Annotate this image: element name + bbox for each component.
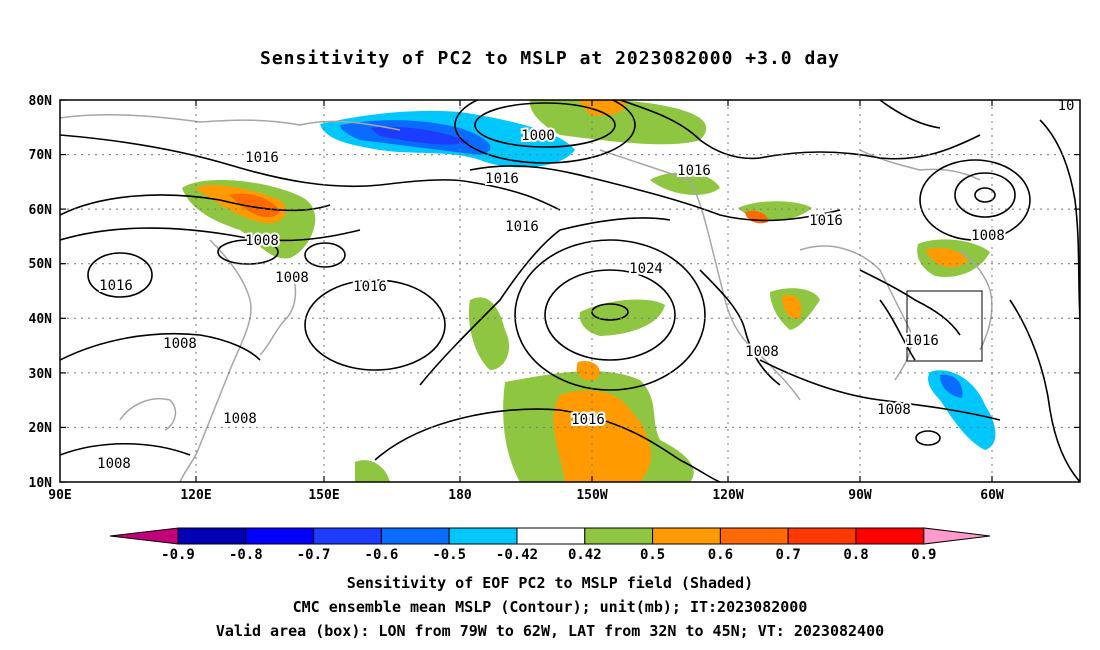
axis-ticks [60,99,1080,483]
contour-label: 1008 [275,270,309,286]
contour-label: 1008 [163,336,197,352]
lon-label: 120E [180,488,211,503]
colorbar-labels: -0.9 -0.8 -0.7 -0.6 -0.5 -0.42 0.42 0.5 … [161,547,936,563]
contour-label: 1008 [971,228,1005,244]
contour-label: 1016 [245,150,279,166]
contour-label: 1008 [97,456,131,472]
longitude-labels: 90E 120E 150E 180 150W 120W 90W 60W [48,488,1004,503]
colorbar-bin [313,527,382,545]
contour-label: 1016 [571,412,605,428]
colorbar-bin [245,527,315,545]
colorbar-bin [448,527,518,545]
contour-label: 1008 [745,344,779,360]
colorbar-label: -0.7 [297,547,331,563]
contour-label: 10 [1058,98,1075,114]
colorbar-label: -0.42 [496,547,538,563]
lat-label: 20N [29,421,53,436]
lon-label: 180 [448,488,472,503]
colorbar-label: -0.6 [365,547,399,563]
lon-label: 120W [712,488,743,503]
colorbar-label: 0.7 [776,547,801,563]
colorbar-bin [652,527,721,545]
footer-line-3: Valid area (box): LON from 79W to 62W, L… [215,622,885,640]
lon-label: 90W [848,488,872,503]
lat-label: 80N [29,94,53,109]
footer-line-2: CMC ensemble mean MSLP (Contour); unit(m… [292,598,808,616]
lat-label: 10N [29,476,53,491]
colorbar-label: 0.5 [640,547,665,563]
colorbar-bin [787,527,857,545]
colorbar-bin [177,527,247,545]
contour-label: 1016 [905,333,939,349]
colorbar-min-triangle [109,527,179,545]
mslp-contours [60,100,1080,482]
contour-label: 1016 [677,163,711,179]
contour-labels: 1016 1000 1016 1016 1016 1008 1008 1016 … [95,98,1076,474]
lon-label: 90E [48,488,71,503]
contour-label: 1008 [245,233,279,249]
map-frame [59,99,1081,483]
footer-line-1: Sensitivity of EOF PC2 to MSLP field (Sh… [346,574,754,592]
contour-label: 1000 [521,128,555,144]
colorbar-label: -0.9 [161,547,195,563]
colorbar-label: 0.6 [708,547,733,563]
contour-label: 1024 [629,261,663,277]
colorbar [109,527,991,545]
colorbar-label: 0.8 [843,547,868,563]
lat-label: 50N [29,257,53,272]
colorbar-label: -0.8 [229,547,263,563]
colorbar-bin [855,527,925,545]
colorbar-bin [584,527,654,545]
lat-label: 40N [29,312,53,327]
lon-label: 150W [576,488,607,503]
negative-sensitivity-shading [320,110,996,450]
gridlines [60,100,1080,482]
coastlines [60,114,993,482]
colorbar-bin [516,527,586,545]
colorbar-label: -0.5 [432,547,466,563]
colorbar-label: 0.42 [568,547,602,563]
contour-label: 1016 [99,278,133,294]
valid-area-box [906,290,983,362]
lat-label: 30N [29,367,53,382]
map-area: 1016 1000 1016 1016 1016 1008 1008 1016 … [60,98,1080,482]
contour-label: 1016 [505,219,539,235]
lat-label: 70N [29,148,53,163]
contour-label: 1008 [877,402,911,418]
colorbar-label: 0.9 [911,547,936,563]
contour-label: 1016 [353,279,387,295]
latitude-labels: 80N 70N 60N 50N 40N 30N 20N 10N [29,94,53,491]
lon-label: 60W [980,488,1004,503]
map-title: Sensitivity of PC2 to MSLP at 2023082000… [259,48,840,69]
lon-label: 150E [308,488,339,503]
colorbar-bin [719,527,789,545]
contour-label: 1016 [485,171,519,187]
contour-label: 1008 [223,411,257,427]
lat-label: 60N [29,203,53,218]
colorbar-max-triangle [923,527,991,545]
colorbar-bin [380,527,450,545]
contour-label: 1016 [809,213,843,229]
